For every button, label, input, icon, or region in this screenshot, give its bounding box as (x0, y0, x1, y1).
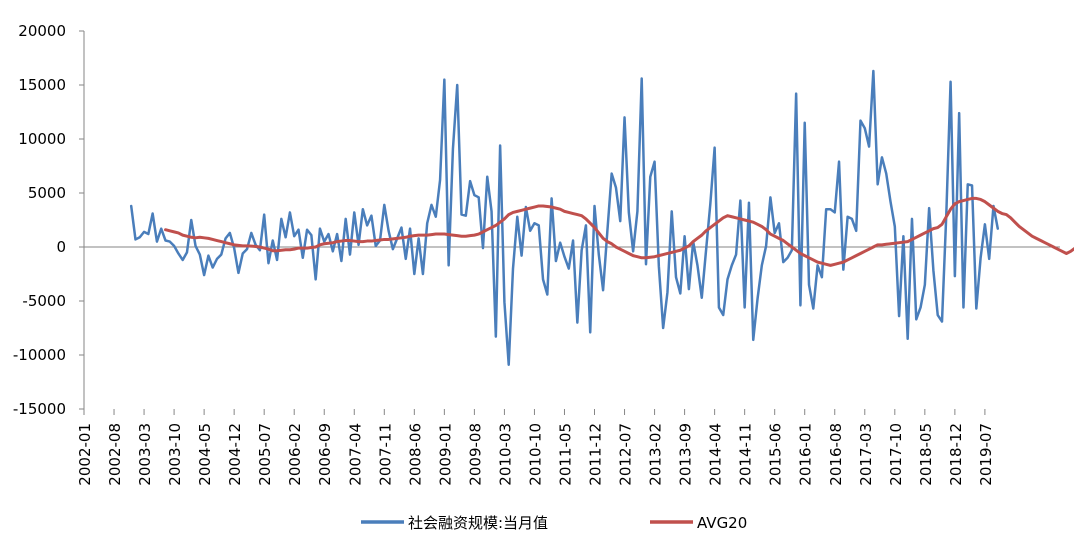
x-tick-label: 2003-10 (166, 423, 184, 486)
x-tick-label: 2017-03 (857, 423, 875, 486)
x-tick-label: 2006-09 (316, 423, 334, 486)
x-tick-label: 2009-01 (436, 423, 454, 486)
x-tick-label: 2011-12 (587, 423, 605, 486)
x-tick-label: 2003-03 (136, 423, 154, 486)
x-axis: 2002-01 2002-08 2003-03 2003-10 2004-05 2004-… (76, 246, 1060, 486)
x-tick-label: 2019-07 (977, 423, 995, 486)
y-tick-label: 20000 (18, 22, 66, 40)
x-tick-label: 2018-12 (947, 423, 965, 486)
x-tick-label: 2008-06 (406, 423, 424, 486)
y-tick-label: 5000 (28, 184, 66, 202)
x-tick-label: 2004-05 (196, 423, 214, 486)
x-tick-label: 2004-12 (226, 423, 244, 486)
x-tick-label: 2013-02 (647, 423, 665, 486)
x-tick-label: 2012-07 (617, 423, 635, 486)
series-line-social-financing (129, 69, 1000, 366)
x-tick-label: 2010-03 (496, 423, 514, 486)
series-layer (129, 69, 1074, 366)
x-tick-label: 2007-11 (376, 423, 394, 486)
series-line-avg20 (164, 196, 1074, 267)
x-tick-label: 2009-08 (466, 423, 484, 486)
x-tick-label: 2006-02 (286, 423, 304, 486)
x-tick-label: 2010-10 (526, 423, 544, 486)
x-tick-label: 2011-05 (556, 423, 574, 486)
x-tick-label: 2014-11 (737, 423, 755, 486)
x-tick-label: 2007-04 (346, 423, 364, 486)
y-tick-label: 0 (56, 238, 66, 256)
x-tick-label: 2015-06 (767, 423, 785, 486)
x-tick-label: 2002-08 (106, 423, 124, 486)
x-tick-label: 2013-09 (677, 423, 695, 486)
x-tick-label: 2017-10 (887, 423, 905, 486)
y-tick-label: 15000 (18, 76, 66, 94)
y-tick-label: -15000 (13, 400, 66, 418)
x-tick-label: 2005-07 (256, 423, 274, 486)
x-tick-label: 2016-08 (827, 423, 845, 486)
y-tick-label: -10000 (13, 346, 66, 364)
legend: 社会融资规模:当月值 AVG20 (361, 514, 747, 532)
y-axis: -15000 -10000 -5000 0 5000 10000 15000 20000 (13, 22, 85, 418)
x-tick-label: 2002-01 (76, 423, 94, 486)
y-tick-label: 10000 (18, 130, 66, 148)
legend-label: 社会融资规模:当月值 (408, 514, 548, 532)
x-tick-label: 2014-04 (707, 423, 725, 486)
x-tick-label: 2016-01 (797, 423, 815, 486)
x-tick-label: 2018-05 (917, 423, 935, 486)
y-tick-label: -5000 (22, 292, 66, 310)
legend-label: AVG20 (697, 514, 747, 532)
